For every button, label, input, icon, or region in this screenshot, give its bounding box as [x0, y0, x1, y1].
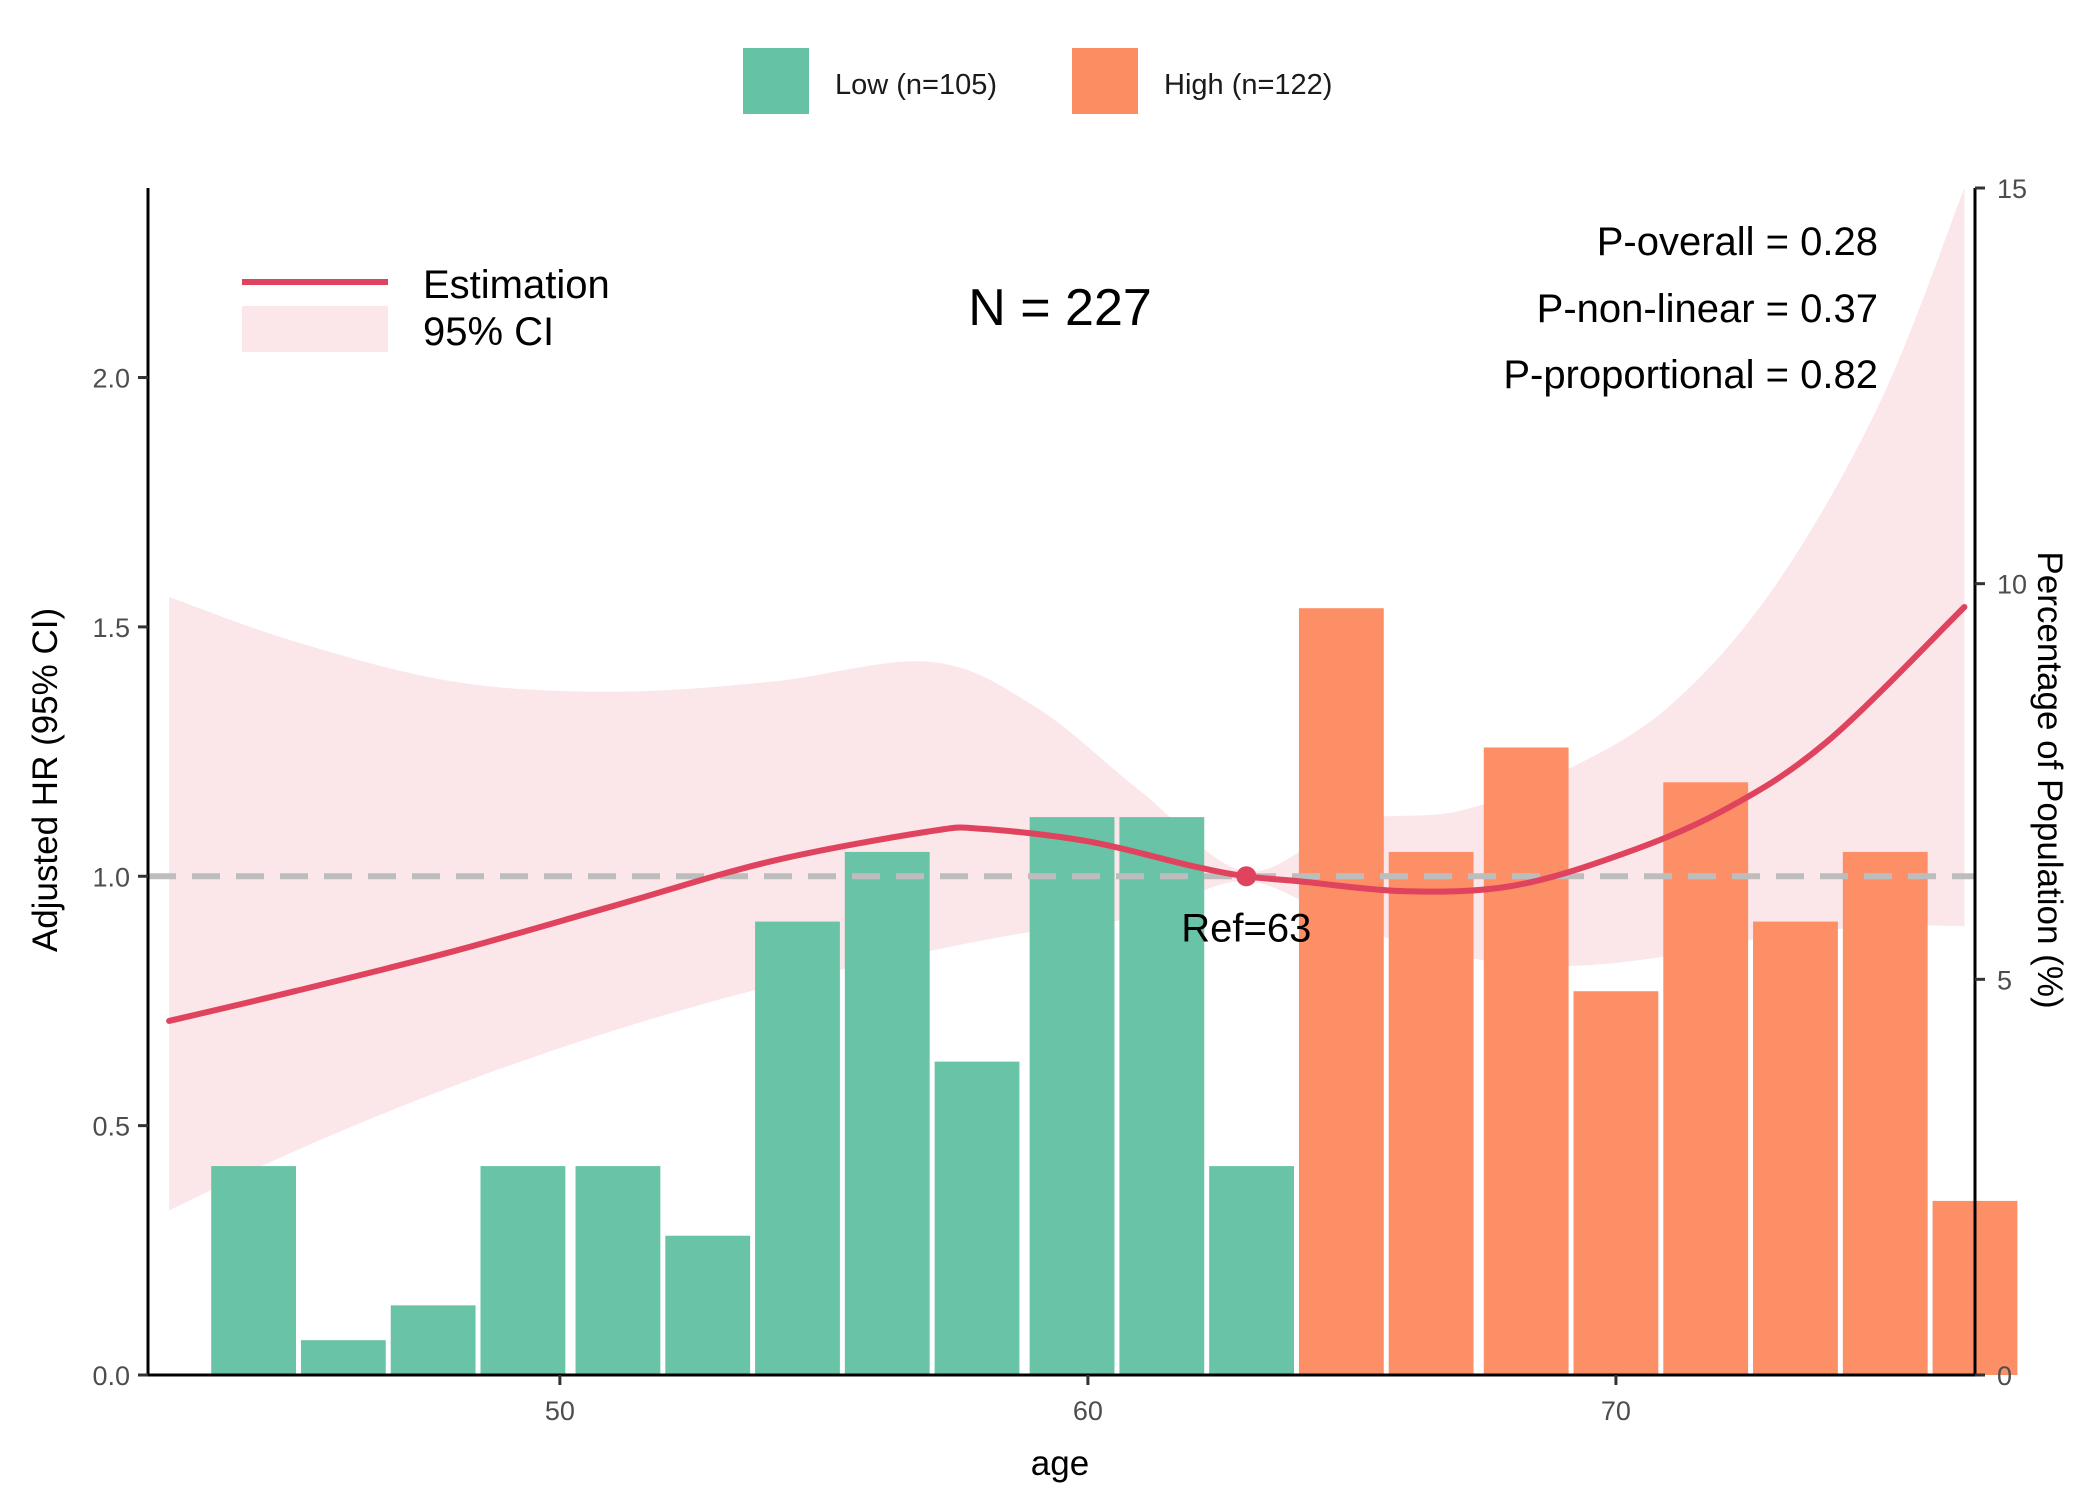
y2-tick-label: 10 — [1997, 570, 2027, 600]
histogram-bar-low-6 — [755, 921, 840, 1375]
curve-key: Estimation 95% CI — [242, 263, 610, 354]
n-annotation: N = 227 — [968, 279, 1152, 337]
y2-tick-label: 15 — [1997, 174, 2027, 204]
legend-swatch-low — [743, 48, 809, 114]
estimation-curve — [166, 603, 1968, 1024]
x-tick-label: 60 — [1073, 1396, 1103, 1426]
histogram-bar-high-15 — [1573, 991, 1659, 1375]
histogram-bar-high-12 — [1298, 608, 1384, 1375]
histogram-bar-low-1 — [300, 1340, 386, 1375]
y-tick-label: 2.0 — [92, 364, 130, 394]
y2-tick-label: 0 — [1997, 1361, 2012, 1391]
histogram-bars — [211, 608, 2018, 1375]
group-legend: Low (n=105) High (n=122) — [743, 48, 1332, 114]
histogram-bar-low-9 — [1029, 817, 1115, 1375]
axes: 0.0 0.5 1.0 1.5 2.0 50 60 70 0 5 10 15 — [92, 174, 2027, 1426]
key-ci-label: 95% CI — [423, 310, 554, 354]
histogram-bar-low-8 — [934, 1061, 1020, 1375]
histogram-bar-low-5 — [665, 1235, 751, 1375]
y-tick-label: 0.0 — [92, 1361, 130, 1391]
reference-point — [1236, 866, 1257, 887]
histogram-bar-low-3 — [480, 1166, 566, 1375]
p-proportional-annotation: P-proportional = 0.82 — [1503, 353, 1878, 397]
histogram-bar-high-18 — [1842, 851, 1928, 1375]
y-tick-label: 1.5 — [92, 613, 130, 643]
legend-swatch-high — [1072, 48, 1138, 114]
p-overall-annotation: P-overall = 0.28 — [1597, 220, 1878, 264]
histogram-bar-low-11 — [1209, 1166, 1295, 1375]
ref-annotation: Ref=63 — [1181, 906, 1311, 950]
key-estimation-label: Estimation — [423, 263, 610, 307]
y-tick-label: 0.5 — [92, 1112, 130, 1142]
histogram-bar-low-4 — [575, 1166, 661, 1375]
histogram-bar-high-16 — [1663, 782, 1749, 1375]
histogram-bar-high-13 — [1388, 851, 1474, 1375]
histogram-bar-low-2 — [390, 1305, 476, 1375]
y-axis-title: Adjusted HR (95% CI) — [26, 608, 65, 952]
histogram-bar-low-7 — [844, 851, 930, 1375]
key-ci-swatch — [242, 306, 388, 352]
y2-axis-title: Percentage of Population (%) — [2030, 551, 2069, 1008]
legend-label-high: High (n=122) — [1164, 69, 1332, 101]
y-tick-label: 1.0 — [92, 862, 130, 892]
histogram-bar-high-17 — [1753, 921, 1838, 1375]
histogram-bar-low-0 — [211, 1166, 297, 1375]
x-tick-label: 70 — [1601, 1396, 1631, 1426]
histogram-bar-low-10 — [1119, 817, 1205, 1375]
histogram-bar-high-14 — [1483, 747, 1569, 1375]
y2-tick-label: 5 — [1997, 965, 2012, 995]
estimation-curve-layer — [166, 603, 1968, 1024]
x-axis-title: age — [1031, 1444, 1089, 1483]
legend-label-low: Low (n=105) — [835, 69, 997, 101]
p-nonlinear-annotation: P-non-linear = 0.37 — [1537, 287, 1878, 331]
x-tick-label: 50 — [545, 1396, 575, 1426]
